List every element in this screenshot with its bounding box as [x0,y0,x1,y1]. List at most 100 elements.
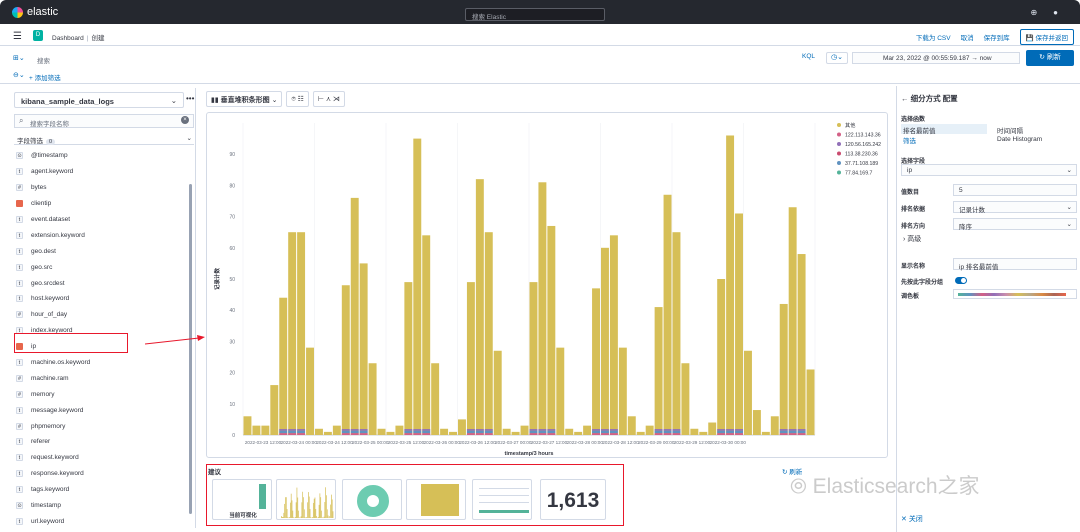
display-name-input[interactable]: ip 排名最前值 [953,258,1077,271]
field-item-event-dataset[interactable]: t event.dataset [16,212,188,228]
y-axis-label: 记录计数 [213,268,221,291]
add-filter-button[interactable]: + 添加筛选 [29,75,61,82]
field-name: host.keyword [31,295,70,303]
field-item-message-keyword[interactable]: t message.keyword [16,402,188,418]
field-type-icon: # [16,184,23,192]
field-item-phpmemory[interactable]: # phpmemory [16,418,188,434]
field-item-host-keyword[interactable]: t host.keyword [16,291,188,307]
close-button[interactable]: ✕ 关闭 [901,516,923,523]
mini-bar [297,497,299,518]
index-pattern-select[interactable]: kibana_sample_data_logs ⌄ [14,92,184,108]
help-icon[interactable]: ⊕ [1030,8,1038,17]
user-menu-icon[interactable]: ● [1053,8,1058,17]
calendar-icon[interactable]: ◷⌄ [826,52,848,64]
bar-ip-segment [359,429,368,431]
field-item-memory[interactable]: # memory [16,386,188,402]
field-item-timestamp[interactable]: ⊙ timestamp [16,498,188,514]
save-to-library-link[interactable]: 保存到库 [983,35,1010,42]
suggestions-refresh-button[interactable]: ↻ 刷新 [782,469,803,476]
legend-position-icon[interactable]: ⌾ ☷ [286,91,309,107]
bar-ip-segment [297,433,306,435]
field-item-geo-srcdest[interactable]: t geo.srcdest [16,275,188,291]
bar-ip-segment [529,429,538,431]
value-count-input[interactable]: 5 [953,184,1077,196]
field-item-request-keyword[interactable]: t request.keyword [16,450,188,466]
field-item--timestamp[interactable]: ⊙ @timestamp [16,148,188,164]
x-tick-label: 2022-03-29 00:00 [638,440,675,445]
breadcrumb-dashboard[interactable]: Dashboard [52,35,84,42]
suggestion-bar-small[interactable] [276,479,336,520]
cancel-link[interactable]: 取消 [960,35,974,42]
field-select[interactable]: ip ⌄ [901,164,1077,176]
bar-other [788,207,797,435]
tab-date-histogram[interactable]: 时间间隔 [997,128,1023,135]
kql-toggle[interactable]: KQL [802,53,816,60]
field-type-icon: t [16,247,23,255]
field-item-clientip[interactable]: clientip [16,196,188,212]
field-item-agent-keyword[interactable]: t agent.keyword [16,164,188,180]
bar-ip-segment [350,433,359,435]
mini-bar [285,497,286,518]
refresh-button[interactable]: ↻ 刷新 [1026,50,1074,66]
bar-other [770,416,779,435]
mini-bar [329,516,331,518]
date-range-picker[interactable]: Mar 23, 2022 @ 00:55:59.187 → now [852,52,1020,64]
field-type-icon: t [16,517,23,525]
field-item-tags-keyword[interactable]: t tags.keyword [16,482,188,498]
palette-select[interactable] [953,289,1077,299]
field-item-hour-of-day[interactable]: # hour_of_day [16,307,188,323]
bar-other [592,288,600,435]
bar-ip-segment [484,430,493,434]
field-item-extension-keyword[interactable]: t extension.keyword [16,227,188,243]
suggestion-donut[interactable] [342,479,402,520]
field-item-geo-src[interactable]: t geo.src [16,259,188,275]
saved-query-icon[interactable]: ⊞⌄ [13,55,25,62]
bar-other [672,232,681,435]
download-csv-link[interactable]: 下载为 CSV [915,35,951,42]
rank-by-select[interactable]: 记录计数 ⌄ [953,201,1077,214]
clear-icon[interactable]: × [181,116,189,124]
field-type-icon: t [16,168,23,176]
filter-options-icon[interactable]: ⊖⌄ [13,72,25,79]
mini-bar [299,517,300,518]
suggestion-treemap[interactable] [406,479,466,520]
field-name: tags.keyword [31,486,70,494]
field-item-geo-dest[interactable]: t geo.dest [16,243,188,259]
group-first-toggle[interactable] [955,277,967,284]
mini-bar [318,504,320,518]
global-search-input[interactable]: 搜索 Elastic [465,8,605,21]
bar-ip-segment [726,430,735,434]
bar-ip-segment [413,433,422,435]
advanced-toggle[interactable]: › 高级 [903,236,922,243]
scrollbar[interactable] [189,184,192,514]
chart-type-select[interactable]: ▮▮ 垂直堆积条形图 ⌄ [206,91,283,107]
field-item-url-keyword[interactable]: t url.keyword [16,513,188,528]
save-and-return-button[interactable]: 💾 保存并返回 [1019,29,1074,45]
field-type-filter[interactable]: 字段筛选 0 ⌄ [14,133,194,145]
suggestion-current[interactable]: 当前可视化 [212,479,272,520]
bar-ip-segment [609,433,618,435]
field-item-machine-ram[interactable]: # machine.ram [16,370,188,386]
field-search-input[interactable]: ⌕ 搜索字段名称 × [14,114,194,128]
legend-swatch [837,151,841,156]
bar-other [484,232,493,435]
legend-item: 其他 [845,121,855,129]
field-type-icon: t [16,438,23,446]
space-avatar[interactable]: D [33,30,43,41]
more-options-icon[interactable]: ••• [186,94,195,103]
elastic-logo[interactable]: elastic [12,6,58,18]
field-item-machine-os-keyword[interactable]: t machine.os.keyword [16,355,188,371]
field-item-bytes[interactable]: # bytes [16,180,188,196]
rank-order-select[interactable]: 降序 ⌄ [953,218,1077,231]
field-item-ip[interactable]: ip [16,339,188,355]
filter-bar: ⊖⌄ + 添加筛选 [0,68,1080,84]
menu-icon[interactable]: ☰ [13,31,22,42]
suggestion-metric[interactable]: 1,613 [540,479,606,520]
field-item-response-keyword[interactable]: t response.keyword [16,466,188,482]
axis-settings-icon[interactable]: ⊢ ⋏ ⋊ [312,91,346,107]
query-input[interactable]: 搜索 [37,58,50,65]
tab-top-values[interactable]: 排名最前值 [901,124,987,135]
suggestion-table[interactable] [472,479,532,520]
field-item-referer[interactable]: t referer [16,434,188,450]
